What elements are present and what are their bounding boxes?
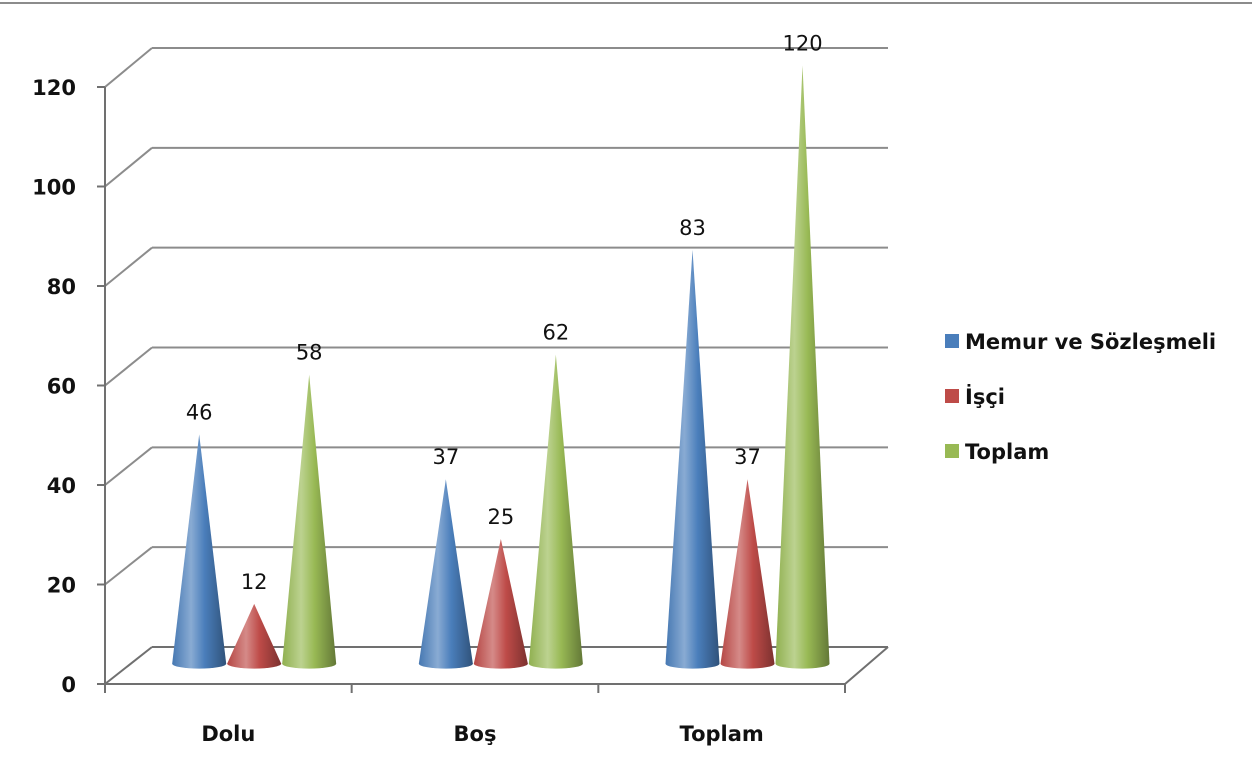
legend-entry-isci: İşçi bbox=[945, 384, 1005, 409]
data-label-toplam-bos: 62 bbox=[542, 321, 569, 345]
data-label-memur-ve-sozlesmeli-dolu: 46 bbox=[186, 400, 213, 424]
y-tick-label: 120 bbox=[32, 76, 76, 100]
cone-toplam-dolu bbox=[282, 374, 337, 669]
plot-area bbox=[172, 65, 830, 669]
legend-label: Toplam bbox=[965, 440, 1049, 464]
gridline bbox=[104, 146, 888, 188]
cone-toplam-bos bbox=[528, 354, 583, 669]
cone-memur-ve-sozlesmeli-bos bbox=[418, 479, 473, 669]
data-label-memur-ve-sozlesmeli-bos: 37 bbox=[432, 445, 459, 469]
x-category-label: Boş bbox=[454, 722, 497, 746]
axes: 0 20 40 60 80 100 120 Dolu Boş Toplam bbox=[32, 76, 846, 746]
y-tick-label: 0 bbox=[61, 673, 76, 697]
data-label-isci-dolu: 12 bbox=[241, 570, 268, 594]
legend-entry-memur-ve-sozlesmeli: Memur ve Sözleşmeli bbox=[945, 330, 1216, 354]
gridline bbox=[104, 546, 888, 586]
legend: Memur ve Sözleşmeli İşçi Toplam bbox=[945, 330, 1216, 464]
data-label-isci-bos: 25 bbox=[487, 505, 514, 529]
y-tick-label: 80 bbox=[47, 275, 76, 299]
gridline bbox=[104, 446, 888, 486]
cone-isci-bos bbox=[473, 539, 528, 669]
legend-swatch bbox=[945, 444, 959, 458]
legend-label: İşçi bbox=[965, 384, 1005, 409]
y-tick-label: 40 bbox=[47, 474, 76, 498]
data-label-memur-ve-sozlesmeli-toplam: 83 bbox=[679, 216, 706, 240]
data-label-toplam-toplam: 120 bbox=[782, 32, 822, 56]
data-labels: 46 12 58 37 25 62 83 37 120 bbox=[186, 32, 823, 594]
gridline bbox=[104, 246, 888, 287]
cone-isci-toplam bbox=[720, 479, 775, 669]
legend-swatch bbox=[945, 389, 959, 403]
gridline bbox=[104, 47, 888, 88]
legend-swatch bbox=[945, 334, 959, 348]
gridlines bbox=[104, 47, 889, 685]
cone-memur-ve-sozlesmeli-dolu bbox=[172, 434, 227, 669]
y-tick-label: 100 bbox=[32, 176, 76, 200]
x-category-label: Toplam bbox=[680, 722, 764, 746]
legend-entry-toplam: Toplam bbox=[945, 440, 1049, 464]
x-category-label: Dolu bbox=[201, 722, 255, 746]
cone-memur-ve-sozlesmeli-toplam bbox=[665, 249, 720, 669]
legend-label: Memur ve Sözleşmeli bbox=[965, 330, 1216, 354]
data-label-isci-toplam: 37 bbox=[734, 445, 761, 469]
gridline bbox=[104, 346, 888, 387]
y-tick-label: 20 bbox=[47, 574, 76, 598]
cone-toplam-toplam bbox=[775, 65, 830, 669]
y-tick-label: 60 bbox=[47, 375, 76, 399]
cone-isci-dolu bbox=[227, 603, 282, 669]
data-label-toplam-dolu: 58 bbox=[296, 341, 323, 365]
